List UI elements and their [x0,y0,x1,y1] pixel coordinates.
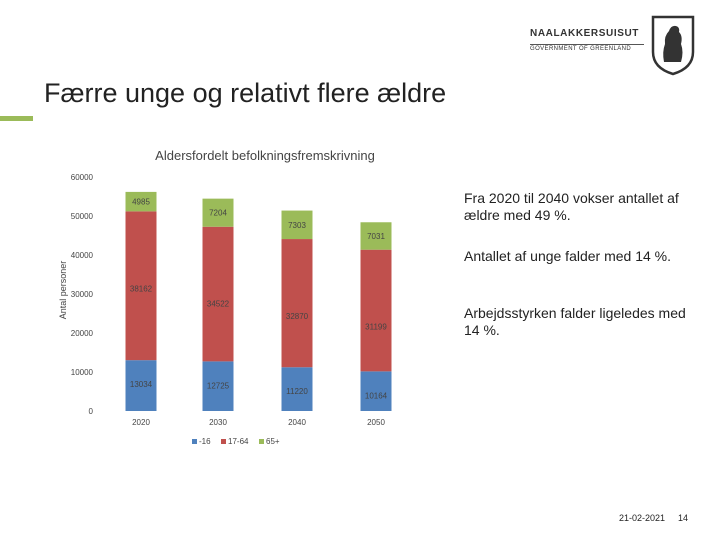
bar-segment [202,198,234,227]
bar-segment [202,361,234,411]
legend-label: -16 [199,437,211,446]
x-tick-label: 2020 [132,418,150,427]
note-young-decline: Antallet af unge falder med 14 %. [464,248,672,264]
bar-segment [281,210,313,240]
data-label: 12725 [207,381,230,390]
y-tick-label: 40000 [71,251,94,260]
logo-text: NAALAKKERSUISUT [530,28,639,39]
data-label: 32870 [286,312,309,321]
note-workforce-decline: Arbejdsstyrken falder ligeledes med 14 %… [464,305,686,338]
page-number: 14 [678,513,689,523]
x-tick-label: 2050 [367,418,385,427]
data-label: 11220 [286,387,308,396]
chart-title: Aldersfordelt befolkningsfremskrivning [155,148,375,163]
y-tick-label: 20000 [71,329,94,338]
bar-segment [360,371,392,411]
bar-segment [360,222,392,250]
data-label: 13034 [130,380,153,389]
bar-segment [125,211,157,361]
bar-segment [281,239,313,368]
footer-date: 21-02-2021 [619,513,666,523]
y-tick-label: 30000 [71,290,94,299]
note-elderly-growth: Fra 2020 til 2040 vokser antallet af æld… [464,190,679,223]
title-accent-bar [0,116,33,121]
bar-segment [360,249,392,372]
x-tick-label: 2040 [288,418,306,427]
y-tick-label: 0 [89,407,94,416]
greenland-emblem-icon [651,15,695,76]
data-label: 31199 [365,323,387,332]
data-label: 10164 [365,391,388,400]
logo-subtitle: GOVERNMENT OF GREENLAND [530,44,644,52]
y-axis-label: Antal personer [58,261,68,320]
slide-title: Færre unge og relativt flere ældre [44,78,447,108]
bar-segment [125,360,157,411]
y-tick-label: 50000 [71,212,94,221]
bar-segment [281,367,313,411]
legend-swatch [192,439,197,444]
bar-segment [202,226,234,362]
legend-swatch [221,439,226,444]
y-tick-label: 60000 [71,173,94,182]
data-label: 34522 [207,300,230,309]
data-label: 7204 [209,209,227,218]
legend-label: 65+ [266,437,280,446]
data-label: 4985 [132,198,150,207]
legend-swatch [259,439,264,444]
data-label: 7303 [288,221,306,230]
y-tick-label: 10000 [71,368,94,377]
data-label: 38162 [130,284,153,293]
x-tick-label: 2030 [209,418,227,427]
legend-label: 17-64 [228,437,249,446]
bar-segment [125,191,157,212]
data-label: 7031 [367,232,385,241]
